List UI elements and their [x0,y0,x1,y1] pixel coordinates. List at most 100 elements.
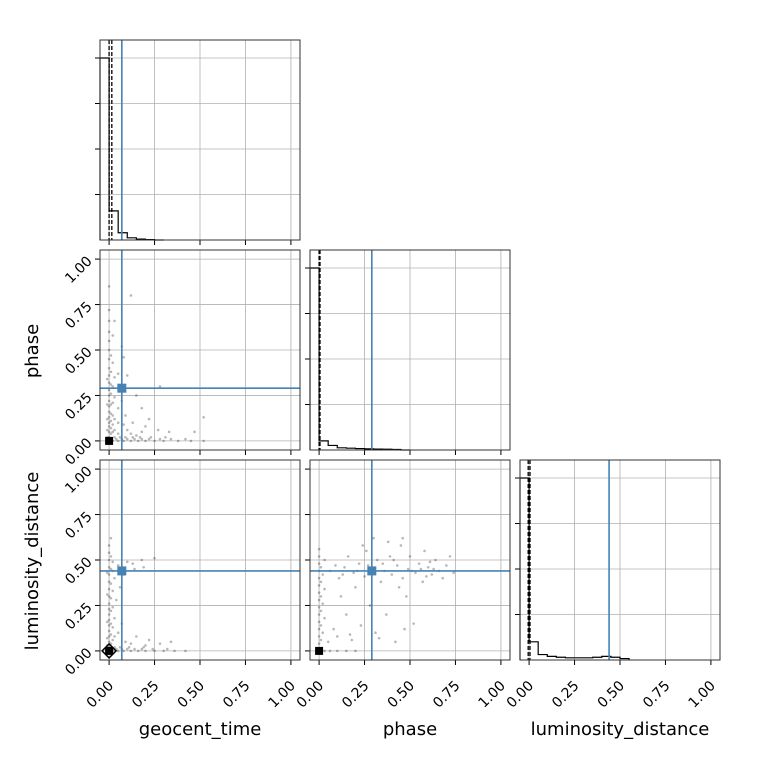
sample-point [140,647,144,651]
sample-point [374,631,377,635]
sample-point [149,435,153,439]
sample-point [109,403,113,406]
sample-point [124,640,127,644]
sample-point [140,430,144,434]
sample-point [109,567,113,571]
sample-point [105,593,109,596]
y-tick-label: 0.75 [62,509,95,542]
sample-point [147,638,151,642]
sample-point [109,582,113,585]
sample-point [135,635,138,638]
sample-point [111,361,115,365]
sample-point [165,647,169,651]
histogram-panel-geocent-time [95,39,301,245]
density-contour [101,642,118,659]
sample-point [107,308,111,312]
sample-point [142,645,145,649]
sample-point [357,562,361,565]
sample-point [105,417,109,421]
sample-point [445,564,448,567]
sample-point [105,636,109,640]
sample-point [129,642,133,645]
sample-point [147,437,151,441]
sample-point [319,595,323,598]
sample-point [366,564,370,567]
sample-point [319,565,323,569]
sample-point [375,558,379,562]
sample-point [109,412,113,415]
sample-point [426,565,430,569]
sample-point [118,585,122,589]
sample-point [115,437,118,441]
sample-point [425,575,428,578]
sample-point [147,417,151,421]
sample-point [162,649,165,653]
sample-point [109,633,113,636]
sample-point [334,564,337,567]
sample-point [111,589,115,593]
sample-point [109,555,113,558]
sample-point [421,580,425,584]
sample-point [133,437,136,441]
sample-point [125,647,129,651]
sample-point [452,571,455,575]
sample-point [317,642,321,645]
sample-point [412,622,415,625]
sample-point [136,649,140,653]
sample-point [399,544,403,547]
histogram-step-line [519,477,630,660]
sample-point [379,580,383,584]
x-tick-label: 0.50 [385,678,418,711]
sample-point [388,555,392,558]
sample-point [129,432,133,435]
sample-point [133,567,136,571]
sample-point [354,585,357,589]
y-tick-label: 1.00 [62,253,95,286]
sample-point [202,439,205,443]
sample-point [113,375,116,379]
panels: 0.00 0.25 0.50 0.75 1.000.00 0.25 0.50 0.75 1.00… [62,39,721,711]
sample-point [111,430,115,434]
sample-point [111,625,115,629]
sample-point [144,649,147,653]
sample-point [321,602,325,605]
axes-frame [519,459,721,661]
sample-point [113,428,116,432]
density-peak-marker [105,436,114,445]
sample-point [107,565,111,569]
sample-point [122,423,125,426]
x-tick-label: 0.25 [549,678,582,711]
sample-point [317,598,321,602]
sample-point [448,555,452,558]
sample-point [113,635,116,638]
sample-point [105,377,109,381]
sample-point [381,562,385,565]
x-tick-label: 0.50 [175,678,208,711]
sample-point [105,620,109,624]
sample-point [107,602,111,605]
sample-point [116,439,120,443]
sample-point [109,536,113,540]
sample-point [184,437,187,441]
sample-point [125,428,129,432]
y-tick-label: 0.50 [62,344,95,377]
sample-point [107,357,111,361]
sample-point [354,649,357,653]
axes-frame [99,249,301,451]
sample-point [111,385,115,388]
y-axis-title-phase: phase [22,324,43,378]
sample-point [107,430,111,434]
sample-point [118,645,122,649]
sample-point [395,564,399,567]
sample-point [386,540,390,544]
sample-point [129,294,133,297]
sample-point [401,576,405,580]
x-axis-title-luminosity-distance: luminosity_distance [531,719,710,740]
sample-point [122,439,125,443]
sample-point [403,627,406,631]
sample-point [109,392,113,395]
x-tick-label: 0.75 [220,678,253,711]
histogram-panel-phase [305,249,511,455]
sample-point [113,395,116,399]
sample-point [430,573,434,576]
